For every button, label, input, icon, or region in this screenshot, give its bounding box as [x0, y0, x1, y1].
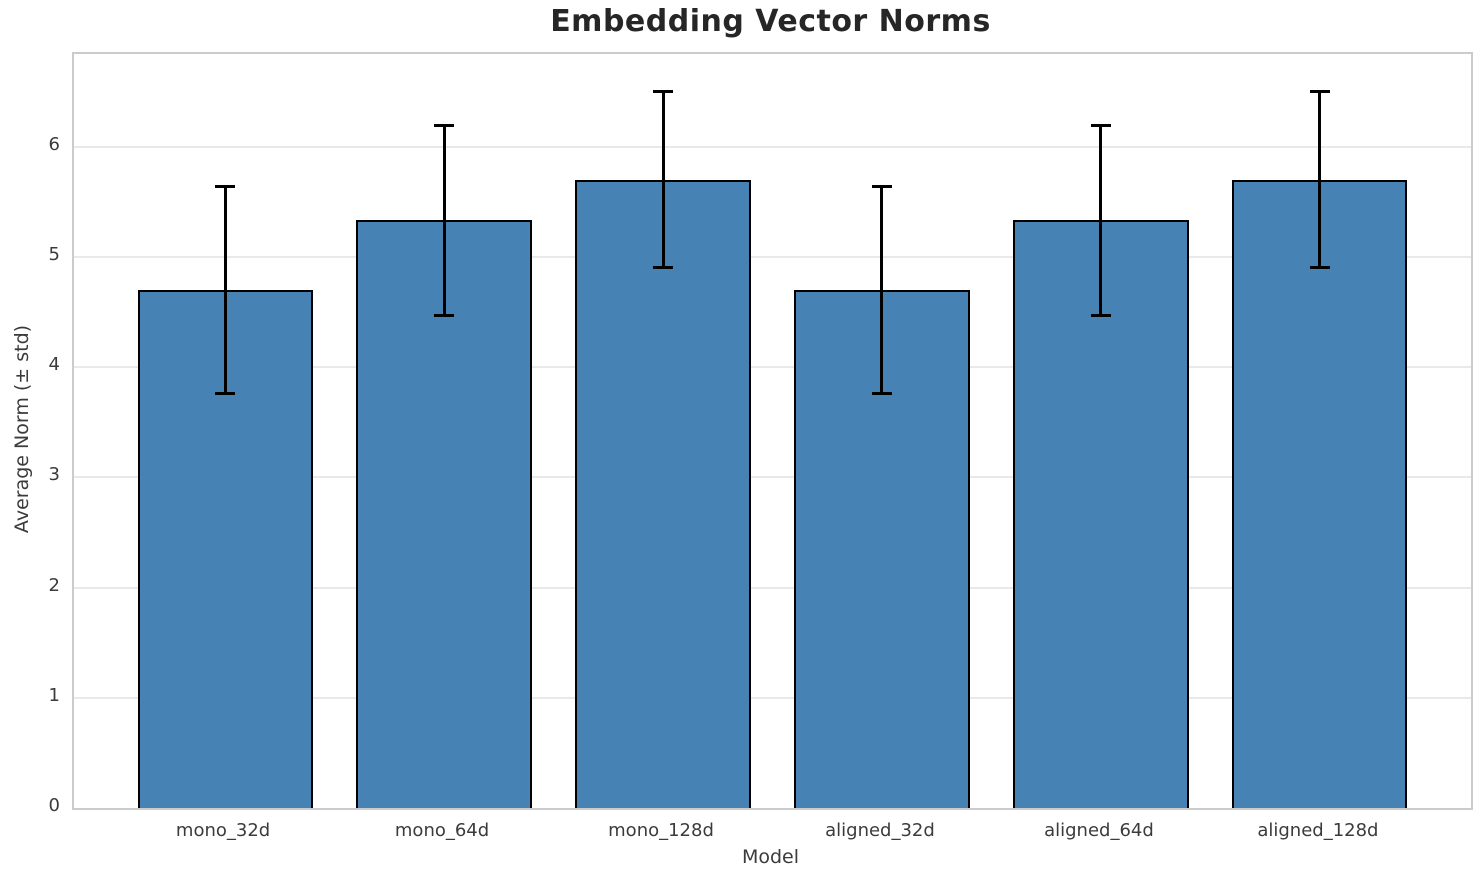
- error-cap-top-mono_32d: [215, 184, 236, 188]
- bar-mono_64d: [356, 220, 532, 808]
- ytick-label-5: 5: [48, 243, 60, 265]
- xtick-label-mono_32d: mono_32d: [175, 820, 271, 841]
- ytick-label-4: 4: [48, 354, 60, 376]
- ytick-label-2: 2: [48, 574, 60, 596]
- xtick-label-mono_64d: mono_64d: [394, 820, 490, 841]
- ytick-label-1: 1: [48, 684, 60, 706]
- error-cap-top-mono_128d: [653, 89, 674, 93]
- error-cap-top-aligned_128d: [1309, 89, 1330, 93]
- error-cap-top-aligned_32d: [871, 184, 892, 188]
- gridline-y6: [74, 145, 1471, 148]
- gridline-y5: [74, 255, 1471, 258]
- plot-area: [72, 52, 1473, 810]
- bar-mono_32d: [137, 289, 313, 808]
- bar-aligned_64d: [1013, 220, 1189, 808]
- ytick-label-6: 6: [48, 133, 60, 155]
- ytick-label-0: 0: [48, 795, 60, 816]
- error-cap-top-aligned_64d: [1090, 124, 1111, 128]
- error-bar-mono_128d: [661, 91, 665, 268]
- error-cap-bottom-mono_64d: [434, 313, 455, 317]
- x-axis-label: Model: [741, 846, 800, 868]
- error-cap-bottom-mono_32d: [215, 392, 236, 396]
- gridline-y2: [74, 586, 1471, 589]
- error-cap-bottom-aligned_64d: [1090, 313, 1111, 317]
- error-cap-top-mono_64d: [434, 124, 455, 128]
- error-bar-aligned_128d: [1318, 91, 1322, 268]
- gridline-y4: [74, 366, 1471, 369]
- error-bar-aligned_32d: [880, 186, 884, 394]
- xtick-label-mono_128d: mono_128d: [608, 820, 714, 841]
- bar-mono_128d: [575, 179, 751, 808]
- xtick-label-aligned_64d: aligned_64d: [1044, 820, 1154, 841]
- xtick-label-aligned_128d: aligned_128d: [1257, 820, 1379, 841]
- chart-title: Embedding Vector Norms: [550, 4, 991, 39]
- error-bar-aligned_64d: [1099, 125, 1103, 316]
- error-bar-mono_64d: [442, 125, 446, 316]
- error-bar-mono_32d: [223, 186, 227, 394]
- bar-aligned_128d: [1232, 179, 1408, 808]
- error-cap-bottom-aligned_32d: [871, 392, 892, 396]
- error-cap-bottom-aligned_128d: [1309, 266, 1330, 270]
- error-cap-bottom-mono_128d: [653, 266, 674, 270]
- gridline-y3: [74, 476, 1471, 479]
- ytick-label-3: 3: [48, 464, 60, 486]
- xtick-label-aligned_32d: aligned_32d: [825, 820, 935, 841]
- gridline-y1: [74, 696, 1471, 699]
